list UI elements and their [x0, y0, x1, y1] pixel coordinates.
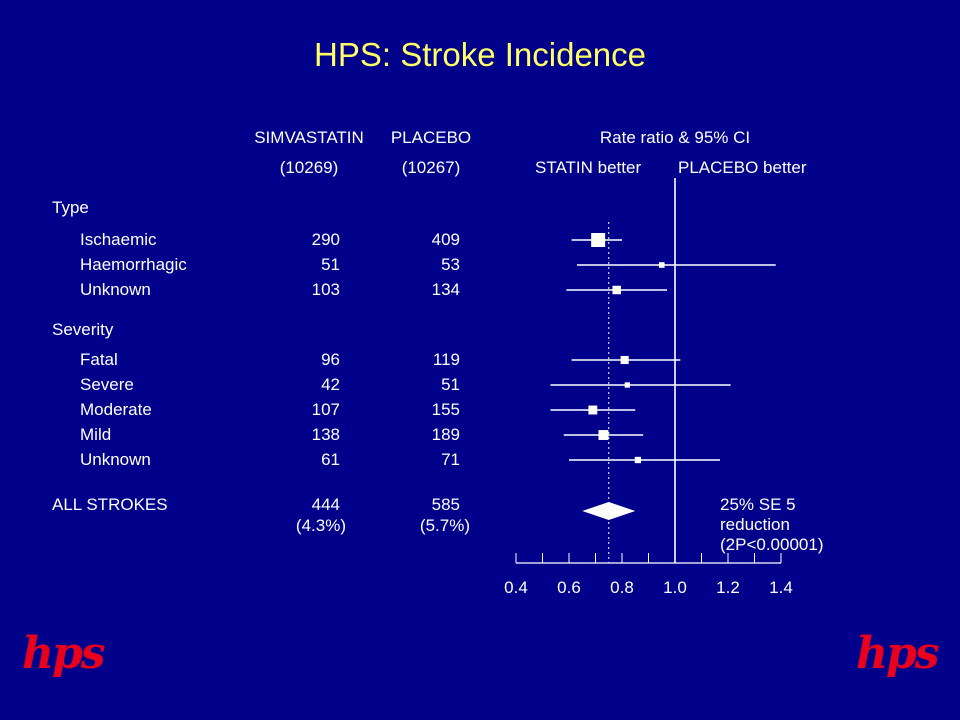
page-title: HPS: Stroke Incidence — [314, 36, 646, 73]
all-strokes-placebo-pct: (5.7%) — [419, 516, 470, 535]
row-label: Fatal — [80, 350, 118, 369]
row-placebo-count: 189 — [431, 425, 460, 444]
row-placebo-count: 119 — [432, 350, 460, 369]
hps-logo-right: hps — [856, 628, 940, 679]
x-tick-label: 1.0 — [663, 578, 687, 597]
x-tick-label: 1.4 — [769, 578, 793, 597]
all-strokes-simvastatin-pct: (4.3%) — [295, 516, 346, 535]
annotation-line-1: 25% SE 5 — [720, 495, 796, 514]
simvastatin-header: SIMVASTATIN — [254, 128, 364, 147]
estimate-box — [612, 285, 621, 295]
all-strokes-label: ALL STROKES — [52, 495, 168, 514]
row-simvastatin-count: 51 — [321, 255, 340, 274]
row-placebo-count: 134 — [431, 280, 460, 299]
row-placebo-count: 71 — [441, 450, 460, 469]
annotation-line-2: reduction — [720, 515, 790, 534]
row-simvastatin-count: 96 — [321, 350, 340, 369]
estimate-box — [588, 405, 598, 415]
row-simvastatin-count: 107 — [311, 400, 340, 419]
x-tick-label: 0.8 — [610, 578, 634, 597]
row-label: Haemorrhagic — [80, 255, 187, 274]
row-label: Moderate — [80, 400, 152, 419]
x-tick-label: 0.4 — [504, 578, 528, 597]
estimate-box — [658, 262, 665, 268]
hps-logo-left: hps — [22, 628, 106, 679]
row-simvastatin-count: 61 — [321, 450, 340, 469]
row-label: Unknown — [80, 450, 151, 469]
row-label: Ischaemic — [80, 230, 157, 249]
row-placebo-count: 409 — [431, 230, 460, 249]
section-type: Type — [52, 198, 89, 217]
row-simvastatin-count: 103 — [311, 280, 340, 299]
placebo-better-label: PLACEBO better — [678, 158, 807, 177]
estimate-box — [624, 382, 630, 388]
x-tick-label: 0.6 — [557, 578, 581, 597]
row-label: Mild — [80, 425, 112, 444]
placebo-header: PLACEBO — [390, 128, 472, 147]
statin-better-label: STATIN better — [535, 158, 642, 177]
overall-diamond — [582, 502, 636, 520]
row-placebo-count: 53 — [441, 255, 460, 274]
estimate-box — [620, 355, 629, 365]
placebo-n: (10267) — [401, 158, 461, 177]
estimate-box — [598, 430, 609, 440]
row-simvastatin-count: 138 — [311, 425, 340, 444]
all-strokes-simvastatin: 444 — [311, 495, 340, 514]
x-tick-label: 1.2 — [716, 578, 740, 597]
estimate-box — [634, 456, 642, 464]
row-placebo-count: 51 — [441, 375, 460, 394]
rate-ratio-header: Rate ratio & 95% CI — [599, 128, 751, 147]
estimate-box — [591, 233, 606, 247]
row-simvastatin-count: 290 — [311, 230, 340, 249]
row-simvastatin-count: 42 — [321, 375, 340, 394]
annotation-line-3: (2P<0.00001) — [720, 535, 824, 554]
row-label: Severe — [80, 375, 134, 394]
row-label: Unknown — [80, 280, 151, 299]
simvastatin-n: (10269) — [279, 158, 339, 177]
section-severity: Severity — [52, 320, 114, 339]
all-strokes-placebo: 585 — [431, 495, 460, 514]
row-placebo-count: 155 — [431, 400, 460, 419]
